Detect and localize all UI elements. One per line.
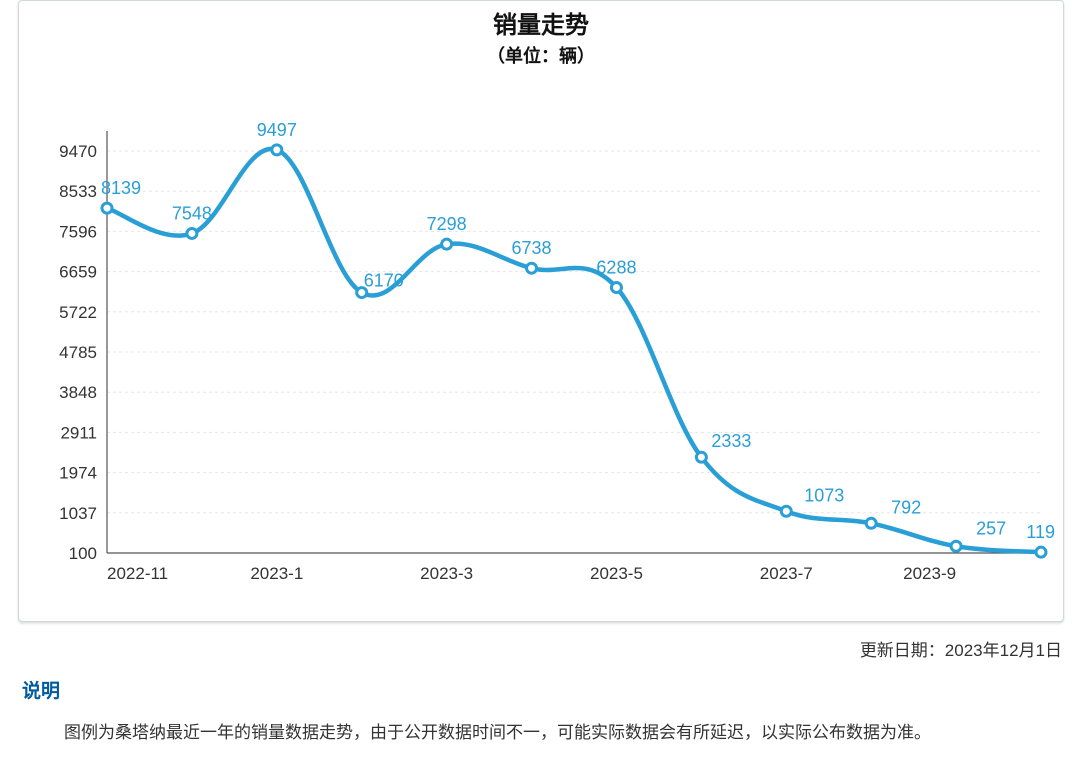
value-label: 119 — [1026, 522, 1055, 542]
x-tick-label: 2023-7 — [760, 564, 813, 583]
value-label: 257 — [976, 518, 1006, 538]
y-tick-label: 100 — [69, 544, 97, 563]
chart-title: 销量走势 — [19, 5, 1063, 40]
value-label: 792 — [891, 497, 921, 517]
value-label: 7298 — [427, 214, 467, 234]
value-label: 2333 — [711, 431, 751, 451]
value-label: 9497 — [257, 120, 297, 140]
x-tick-label: 2023-5 — [590, 564, 643, 583]
data-point — [1036, 547, 1046, 557]
x-tick-label: 2023-9 — [903, 564, 956, 583]
x-tick-label: 2023-1 — [250, 564, 303, 583]
data-point — [781, 506, 791, 516]
x-tick-label: 2022-11 — [107, 564, 168, 583]
page-root: 销量走势 （单位：辆） 100 1037 1974 2911 3848 4785 5722 6… — [0, 0, 1080, 768]
y-tick-label: 4785 — [59, 343, 97, 362]
data-point — [187, 228, 197, 238]
data-point — [102, 203, 112, 213]
x-tick-label: 2023-3 — [420, 564, 473, 583]
notes-body: 图例为桑塔纳最近一年的销量数据走势，由于公开数据时间不一，可能实际数据会有所延迟… — [64, 720, 1062, 746]
data-point — [527, 263, 537, 273]
chart-plot-area: 100 1037 1974 2911 3848 4785 5722 6659 7596 8533 9… — [19, 63, 1063, 618]
y-tick-label: 5722 — [59, 303, 97, 322]
chart-panel: 销量走势 （单位：辆） 100 1037 1974 2911 3848 4785 5722 6… — [18, 0, 1064, 622]
value-label: 1073 — [804, 485, 844, 505]
data-point — [866, 518, 876, 528]
line-chart-svg: 100 1037 1974 2911 3848 4785 5722 6659 7596 8533 9… — [19, 63, 1063, 618]
y-tick-label: 6659 — [59, 263, 97, 282]
y-tick-label: 1974 — [59, 464, 97, 483]
chart-titles: 销量走势 （单位：辆） — [19, 5, 1063, 68]
y-tick-label: 1037 — [59, 504, 97, 523]
updated-date-label: 更新日期：2023年12月1日 — [18, 636, 1062, 661]
data-point — [611, 283, 621, 293]
y-tick-label: 9470 — [59, 142, 97, 161]
y-tick-label: 7596 — [59, 222, 97, 241]
series-line — [107, 149, 1041, 552]
y-tick-label: 3848 — [59, 383, 97, 402]
value-label: 6288 — [596, 258, 636, 278]
data-point — [696, 452, 706, 462]
y-tick-label: 2911 — [60, 423, 97, 442]
value-label: 6170 — [364, 271, 404, 291]
value-label: 8139 — [101, 178, 141, 198]
notes-heading: 说明 — [22, 676, 60, 703]
data-point — [442, 239, 452, 249]
data-point — [951, 541, 961, 551]
value-label: 6738 — [512, 238, 552, 258]
data-point — [272, 145, 282, 155]
value-label: 7548 — [172, 203, 212, 223]
y-tick-label: 8533 — [59, 182, 97, 201]
